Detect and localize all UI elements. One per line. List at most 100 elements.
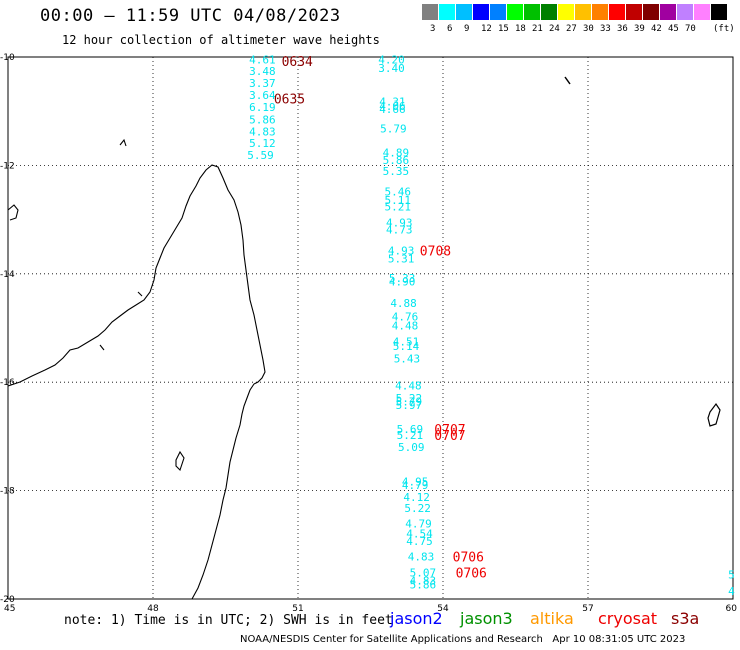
wave-height-value: 3.37	[249, 77, 276, 90]
wave-height-value: 4.93	[388, 244, 415, 257]
longitude-label: 48	[147, 604, 159, 614]
pass-time-label: 0635	[274, 93, 305, 108]
latitude-label: -12	[0, 161, 15, 171]
scale-swatch	[609, 4, 625, 20]
wave-height-value: 4.66	[379, 103, 406, 116]
wave-height-value: 5.33	[389, 272, 416, 285]
scale-swatch	[524, 4, 540, 20]
scale-label: 30	[583, 24, 594, 34]
wave-height-value: 4.95	[402, 475, 429, 488]
wave-height-value: 4.54	[406, 527, 433, 540]
pass-time-label: 0634	[282, 55, 313, 70]
scale-label: 36	[617, 24, 628, 34]
wave-height-value: 5.09	[398, 441, 425, 454]
longitude-label: 51	[292, 604, 303, 614]
scale-swatch	[677, 4, 693, 20]
scale-label: 21	[532, 24, 543, 34]
latitude-labels: -10 -12 -14 -16 -18 -20	[0, 53, 15, 605]
wave-height-value: 5.31	[388, 253, 415, 266]
wave-height-value: 4.75	[406, 535, 433, 548]
scale-swatch	[575, 4, 591, 20]
satellite-altika: altika	[530, 609, 574, 628]
wave-height-value: 4.90	[389, 275, 416, 288]
longitude-label: 54	[437, 604, 449, 614]
footer-note: note: 1) Time is in UTC; 2) SWH is in fe…	[64, 613, 393, 628]
wave-height-value: 5.69	[397, 423, 424, 436]
wave-height-value: 4.48	[395, 379, 422, 392]
wave-height-value: 5.79	[380, 123, 407, 136]
wave-height-value: 5.12	[249, 137, 276, 150]
wave-height-value: 4.89	[383, 146, 410, 159]
scale-label: 24	[549, 24, 560, 34]
scale-swatch	[558, 4, 574, 20]
scale-swatch	[456, 4, 472, 20]
wave-height-value: 5.86	[383, 154, 410, 167]
scale-label: 39	[634, 24, 645, 34]
credit-line: NOAA/NESDIS Center for Satellite Applica…	[240, 634, 685, 645]
wave-height-value: 4.79	[402, 479, 429, 492]
wave-height-value: 5.86	[410, 578, 437, 591]
pass-time-label: 0707	[434, 423, 465, 438]
pass-time-label: 0708	[420, 244, 451, 259]
latitude-label: -10	[0, 53, 15, 63]
wave-height-value: 5.21	[385, 201, 412, 214]
scale-swatch	[626, 4, 642, 20]
wave-height-value: 5.07	[410, 566, 437, 579]
cargados-islets	[564, 76, 571, 85]
wave-height-value: 5.79	[396, 396, 423, 409]
scale-label: 42	[651, 24, 662, 34]
wave-height-labels: 4.613.483.373.646.195.864.835.125.594.20…	[247, 54, 735, 598]
scale-swatch	[660, 4, 676, 20]
wave-height-value: 5.35	[383, 165, 410, 178]
wave-height-value: 5.97	[396, 399, 423, 412]
mauritius-island	[707, 402, 721, 427]
map-title: 00:00 – 11:59 UTC 04/08/2023	[40, 6, 341, 26]
credit-organization: NOAA/NESDIS Center for Satellite Applica…	[240, 634, 543, 645]
scale-label: 3	[430, 24, 436, 34]
scale-swatch	[643, 4, 659, 20]
wave-height-value: 5.14	[393, 340, 420, 353]
scale-swatch	[541, 4, 557, 20]
wave-height-value: 4.51	[393, 336, 420, 349]
wave-height-value: 4.12	[403, 491, 430, 504]
wave-height-value: 4.83	[249, 125, 276, 138]
wave-height-value: 4.88	[390, 297, 417, 310]
scale-swatch	[694, 4, 710, 20]
wave-height-value: 5	[728, 569, 735, 582]
wave-height-value: 3.40	[378, 62, 405, 75]
wave-height-value: 4.83	[410, 575, 437, 588]
wave-height-value: 4.31	[379, 95, 406, 108]
wave-height-value: 4.61	[249, 54, 276, 67]
latitude-label: -18	[0, 487, 15, 497]
wave-height-value: 4.48	[392, 319, 419, 332]
wave-height-value: 4.20	[378, 54, 405, 67]
scale-unit-label: (ft)	[713, 24, 735, 34]
graticule-grid	[8, 57, 733, 599]
scale-label: 15	[498, 24, 509, 34]
wave-height-value: 5.11	[385, 194, 412, 207]
wave-height-value: 5.86	[249, 113, 276, 126]
wave-height-value: 4.83	[408, 551, 435, 564]
wave-height-value: 5.46	[385, 185, 412, 198]
map-frame	[7, 56, 734, 600]
scale-label: 27	[566, 24, 577, 34]
latitude-label: -20	[0, 595, 15, 605]
longitude-label: 60	[726, 604, 738, 614]
scale-swatch	[507, 4, 523, 20]
scale-swatch	[422, 4, 438, 20]
wave-height-value: 5.22	[396, 392, 423, 405]
wave-height-value: 4.79	[405, 518, 432, 531]
scale-swatch	[439, 4, 455, 20]
satellite-jason3: jason3	[460, 609, 513, 628]
wave-height-value: 5.59	[247, 149, 274, 162]
wave-height-value: 5.21	[397, 429, 424, 442]
wave-height-value: 4.73	[386, 223, 413, 236]
wave-height-value: 4	[728, 585, 735, 598]
scale-label: 45	[668, 24, 679, 34]
wave-height-value: 5.22	[404, 502, 431, 515]
wave-height-value: 6.19	[249, 101, 276, 114]
credit-timestamp: Apr 10 08:31:05 UTC 2023	[552, 634, 686, 645]
madagascar-coastline	[7, 138, 266, 600]
